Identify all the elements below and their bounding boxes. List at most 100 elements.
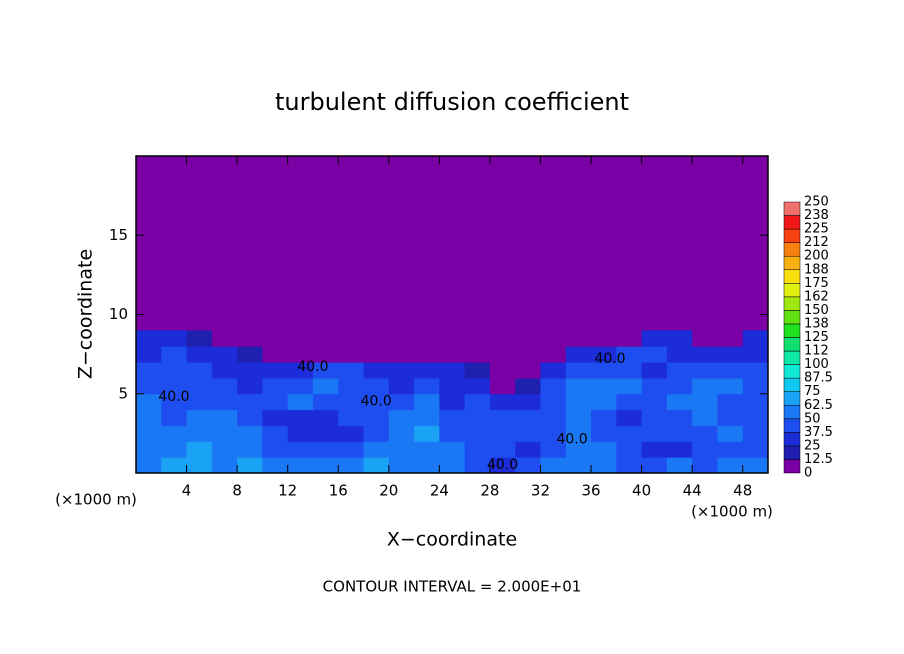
colorbar-label: 12.5 <box>804 452 833 467</box>
colorbar-label: 50 <box>804 411 821 426</box>
cell <box>439 330 466 347</box>
cell <box>439 457 466 474</box>
chart-title: turbulent diffusion coefficient <box>275 88 629 116</box>
cell <box>312 362 339 379</box>
cell <box>262 425 289 442</box>
x-tick-label: 48 <box>733 482 752 500</box>
cell <box>338 362 365 379</box>
x-tick-label: 16 <box>329 482 348 500</box>
cell <box>565 457 592 474</box>
cell <box>136 393 162 411</box>
cell <box>692 346 718 363</box>
cell <box>717 346 744 363</box>
cell <box>666 457 693 474</box>
cell <box>388 377 415 395</box>
cell <box>414 330 440 347</box>
cell <box>363 393 390 411</box>
x-tick-label: 44 <box>683 482 702 500</box>
cell <box>666 362 693 379</box>
colorbar-label: 138 <box>804 316 829 331</box>
cell <box>287 362 314 379</box>
cell <box>338 377 365 395</box>
cell <box>515 362 541 379</box>
cell <box>287 409 314 426</box>
cell <box>540 393 567 411</box>
cell <box>388 330 415 347</box>
colorbar-label: 87.5 <box>804 371 833 386</box>
cell <box>312 425 339 442</box>
colorbar-label: 100 <box>804 357 829 372</box>
cell <box>262 409 289 426</box>
cell <box>363 409 390 426</box>
cell <box>237 441 263 458</box>
y-tick-label: 5 <box>118 384 128 402</box>
x-axis-label: X−coordinate <box>387 529 517 551</box>
cell <box>616 377 643 395</box>
cell <box>186 393 213 411</box>
cell <box>742 457 769 474</box>
cell <box>464 441 491 458</box>
contour-label: 40.0 <box>594 351 625 367</box>
cell <box>312 346 339 363</box>
cell <box>641 425 668 442</box>
cell <box>136 330 162 347</box>
cell <box>515 457 541 474</box>
colorbar-label: 25 <box>804 438 821 453</box>
cell <box>692 377 718 395</box>
cell <box>489 346 516 363</box>
cell <box>515 441 541 458</box>
cell <box>338 441 365 458</box>
cell <box>439 393 466 411</box>
colorbar-label: 188 <box>804 262 829 277</box>
cell <box>641 409 668 426</box>
cell <box>692 393 718 411</box>
colorbar-band <box>783 405 801 420</box>
x-tick-label: 12 <box>278 482 297 500</box>
cell <box>515 377 541 395</box>
cell <box>237 362 263 379</box>
cell <box>692 441 718 458</box>
cell <box>515 330 541 347</box>
cell <box>186 362 213 379</box>
cell <box>388 393 415 411</box>
cell <box>641 393 668 411</box>
contour-label: 40.0 <box>297 359 328 375</box>
colorbar-label: 75 <box>804 384 821 399</box>
cell <box>237 346 263 363</box>
colorbar-band <box>783 215 801 230</box>
cell <box>565 330 592 347</box>
cell <box>211 362 238 379</box>
x-unit: (×1000 m) <box>55 491 137 509</box>
cell <box>565 393 592 411</box>
cell <box>565 441 592 458</box>
cell <box>211 393 238 411</box>
x-tick-label: 20 <box>379 482 398 500</box>
cell <box>515 346 541 363</box>
cell <box>136 425 162 442</box>
cell <box>262 441 289 458</box>
cell <box>489 409 516 426</box>
cell <box>414 362 440 379</box>
cell <box>565 425 592 442</box>
colorbar-band <box>783 432 801 447</box>
cell <box>489 362 516 379</box>
cell <box>312 409 339 426</box>
contour-label: 40.0 <box>556 432 587 448</box>
cell <box>616 409 643 426</box>
cell <box>616 441 643 458</box>
colorbar-label: 162 <box>804 289 829 304</box>
cell <box>742 425 769 442</box>
cell <box>262 362 289 379</box>
cell <box>717 393 744 411</box>
cell <box>237 409 263 426</box>
cell <box>464 409 491 426</box>
colorbar-band <box>783 364 801 379</box>
cell <box>515 425 541 442</box>
colorbar-label: 150 <box>804 303 829 318</box>
cell <box>666 330 693 347</box>
cell <box>616 425 643 442</box>
cell <box>616 393 643 411</box>
colorbar-band <box>783 377 801 392</box>
cell <box>742 441 769 458</box>
colorbar-band <box>783 459 801 474</box>
